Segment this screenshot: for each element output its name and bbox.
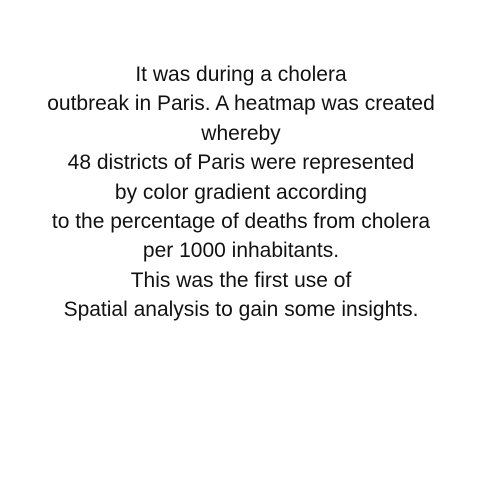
- text-line-4: 48 districts of Paris were represented: [67, 151, 415, 175]
- text-line-2: outbreak in Paris. A heatmap was created: [47, 92, 435, 116]
- text-line-5: by color gradient according: [114, 180, 368, 204]
- text-line-7: per 1000 inhabitants.: [142, 239, 340, 263]
- text-line-1: It was during a cholera: [135, 63, 347, 86]
- body-paragraph: It was during a cholera outbreak in Pari…: [0, 60, 482, 325]
- text-line-8: This was the first use of: [130, 268, 352, 292]
- text-line-9: Spatial analysis to gain some insights.: [63, 298, 419, 322]
- text-line-3: whereby: [201, 121, 281, 145]
- text-line-6: to the percentage of deaths from cholera: [51, 210, 431, 234]
